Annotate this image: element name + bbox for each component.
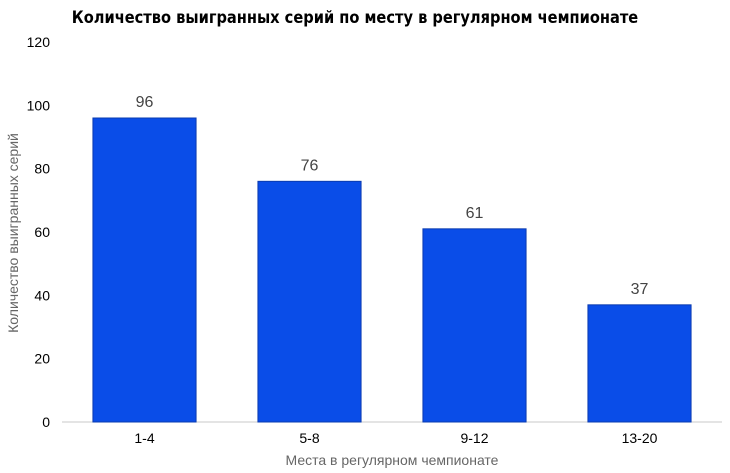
y-tick-label: 120 xyxy=(27,34,51,50)
x-axis-ticks: 1-4 5-8 9-12 13-20 xyxy=(134,430,657,446)
y-tick-label: 0 xyxy=(42,414,50,430)
x-axis-label: Места в регулярном чемпионате xyxy=(286,452,499,468)
chart-title: Количество выигранных серий по месту в р… xyxy=(72,7,638,27)
y-tick-label: 100 xyxy=(27,97,51,113)
bar xyxy=(257,180,362,423)
x-tick-label: 9-12 xyxy=(460,430,488,446)
y-tick-label: 20 xyxy=(34,351,50,367)
y-axis-label: Количество выигранных серий xyxy=(5,133,21,333)
bar xyxy=(92,117,197,423)
x-tick-label: 1-4 xyxy=(134,430,154,446)
y-axis-ticks: 0 20 40 60 80 100 120 xyxy=(27,34,51,430)
y-tick-label: 80 xyxy=(34,161,50,177)
bar-value-label: 76 xyxy=(301,157,319,174)
bar-value-label: 61 xyxy=(466,205,484,222)
bars: 96 76 61 37 xyxy=(92,94,692,423)
bar xyxy=(422,228,527,423)
y-tick-label: 60 xyxy=(34,224,50,240)
y-tick-label: 40 xyxy=(34,287,50,303)
x-tick-label: 13-20 xyxy=(622,430,658,446)
bar xyxy=(587,304,692,423)
bar-value-label: 96 xyxy=(136,94,154,111)
x-tick-label: 5-8 xyxy=(299,430,319,446)
bar-value-label: 37 xyxy=(631,281,649,298)
